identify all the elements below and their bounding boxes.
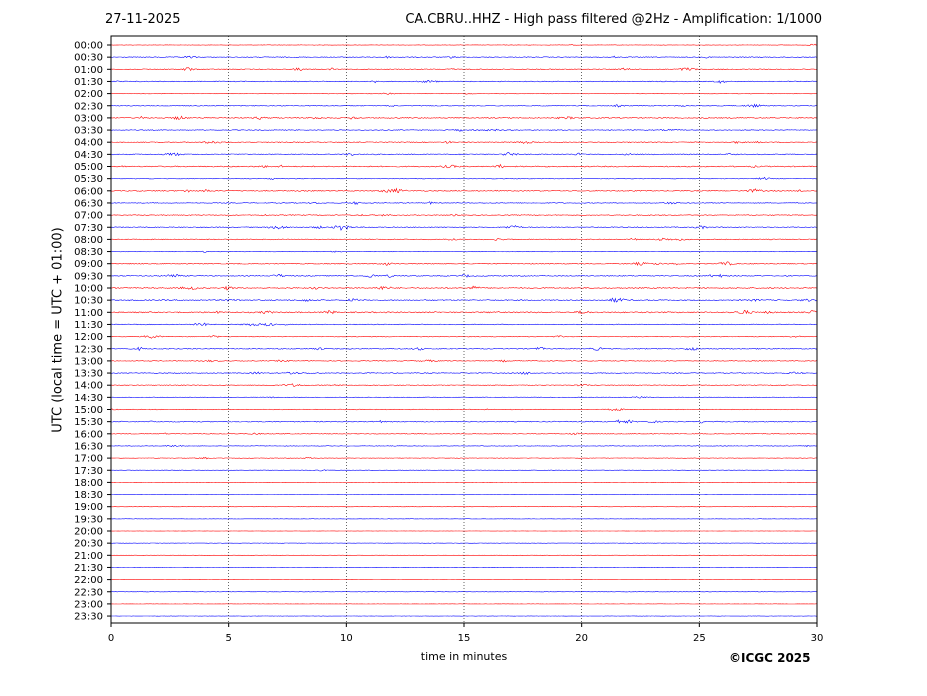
trace-0600 [110, 187, 818, 194]
trace-1700 [111, 456, 818, 460]
y-tick-label: 08:30 [74, 247, 103, 258]
y-tick-label: 07:00 [74, 211, 103, 222]
y-tick-label: 07:30 [74, 223, 103, 234]
trace-0700 [110, 213, 818, 217]
trace-0500 [110, 163, 818, 169]
y-tick-label: 10:00 [74, 284, 103, 295]
y-tick-label: 19:30 [74, 514, 103, 525]
y-tick-label: 19:00 [74, 502, 103, 513]
y-tick-label: 02:30 [74, 101, 103, 112]
grid-group [228, 36, 700, 623]
y-tick-label: 00:30 [74, 53, 103, 64]
trace-1530 [110, 419, 818, 424]
x-tick-label: 30 [811, 633, 824, 644]
y-tick-label: 04:30 [74, 150, 103, 161]
trace-0530 [110, 176, 818, 180]
y-tick-label: 02:00 [74, 89, 103, 100]
y-tick-label: 06:30 [74, 198, 103, 209]
trace-0800 [110, 237, 818, 242]
trace-0930 [111, 273, 818, 278]
y-tick-label: 05:00 [74, 162, 103, 173]
y-tick-label: 21:00 [74, 551, 103, 562]
trace-0730 [110, 224, 818, 231]
y-tick-label: 09:00 [74, 259, 103, 270]
y-tick-label: 16:00 [74, 429, 103, 440]
y-tick-label: 22:30 [74, 587, 103, 598]
chart-title: CA.CBRU..HHZ - High pass filtered @2Hz -… [405, 12, 822, 27]
y-tick-label: 09:30 [74, 271, 103, 282]
x-tick-label: 15 [458, 633, 471, 644]
y-tick-label: 12:00 [74, 332, 103, 343]
y-tick-label: 17:30 [74, 466, 103, 477]
trace-0400 [110, 140, 818, 144]
y-tick-label: 04:00 [74, 138, 103, 149]
trace-1600 [110, 432, 818, 436]
trace-1730 [110, 469, 817, 472]
y-tick-label: 15:30 [74, 417, 103, 428]
trace-0900 [110, 261, 818, 266]
y-tick-label: 00:00 [74, 41, 103, 52]
date-label: 27-11-2025 [105, 12, 181, 27]
y-tick-label: 01:30 [74, 77, 103, 88]
y-tick-label: 17:00 [74, 454, 103, 465]
x-tick-label: 25 [693, 633, 706, 644]
x-tick-label: 0 [108, 633, 114, 644]
y-tick-label: 11:00 [74, 308, 103, 319]
y-tick-label: 06:00 [74, 186, 103, 197]
x-tick-label: 20 [575, 633, 588, 644]
y-tick-label: 22:00 [74, 575, 103, 586]
trace-1430 [110, 396, 818, 399]
y-tick-label: 03:00 [74, 113, 103, 124]
trace-1630 [111, 444, 818, 448]
y-axis-label: UTC (local time = UTC + 01:00) [50, 227, 66, 433]
y-tick-label: 14:00 [74, 381, 103, 392]
y-tick-label: 01:00 [74, 65, 103, 76]
y-tick-label: 13:30 [74, 369, 103, 380]
y-tick-label: 23:30 [74, 612, 103, 623]
y-tick-label: 18:00 [74, 478, 103, 489]
trace-0630 [110, 201, 818, 205]
y-tick-label: 15:00 [74, 405, 103, 416]
y-tick-label: 12:30 [74, 344, 103, 355]
y-tick-label: 20:30 [74, 539, 103, 550]
y-tick-label: 13:00 [74, 356, 103, 367]
x-axis-label: time in minutes [420, 650, 508, 663]
x-tick-label: 10 [340, 633, 353, 644]
y-tick-label: 14:30 [74, 393, 103, 404]
y-tick-label: 03:30 [74, 126, 103, 137]
y-tick-label: 21:30 [74, 563, 103, 574]
x-tick-label: 5 [225, 633, 231, 644]
y-tick-label: 18:30 [74, 490, 103, 501]
copyright-label: ©ICGC 2025 [729, 651, 811, 665]
trace-0430 [110, 152, 818, 157]
y-tick-label: 08:00 [74, 235, 103, 246]
trace-1500 [110, 408, 817, 411]
y-tick-label: 20:00 [74, 527, 103, 538]
x-tick-group: 0 5 10 15 20 25 30 [108, 623, 824, 644]
trace-0830 [111, 250, 817, 253]
y-tick-label: 11:30 [74, 320, 103, 331]
trace-1100 [110, 309, 817, 315]
y-tick-label: 16:30 [74, 441, 103, 452]
y-tick-label: 23:00 [74, 599, 103, 610]
y-tick-label: 05:30 [74, 174, 103, 185]
y-tick-label: 10:30 [74, 296, 103, 307]
